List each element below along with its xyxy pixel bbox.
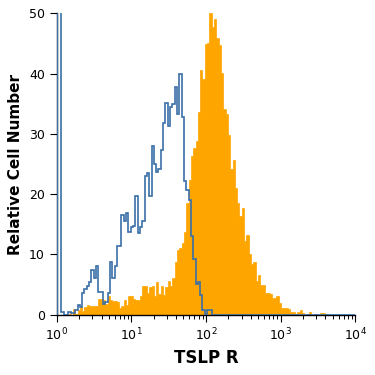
Polygon shape (57, 13, 355, 315)
Y-axis label: Relative Cell Number: Relative Cell Number (8, 74, 23, 255)
X-axis label: TSLP R: TSLP R (174, 349, 238, 367)
